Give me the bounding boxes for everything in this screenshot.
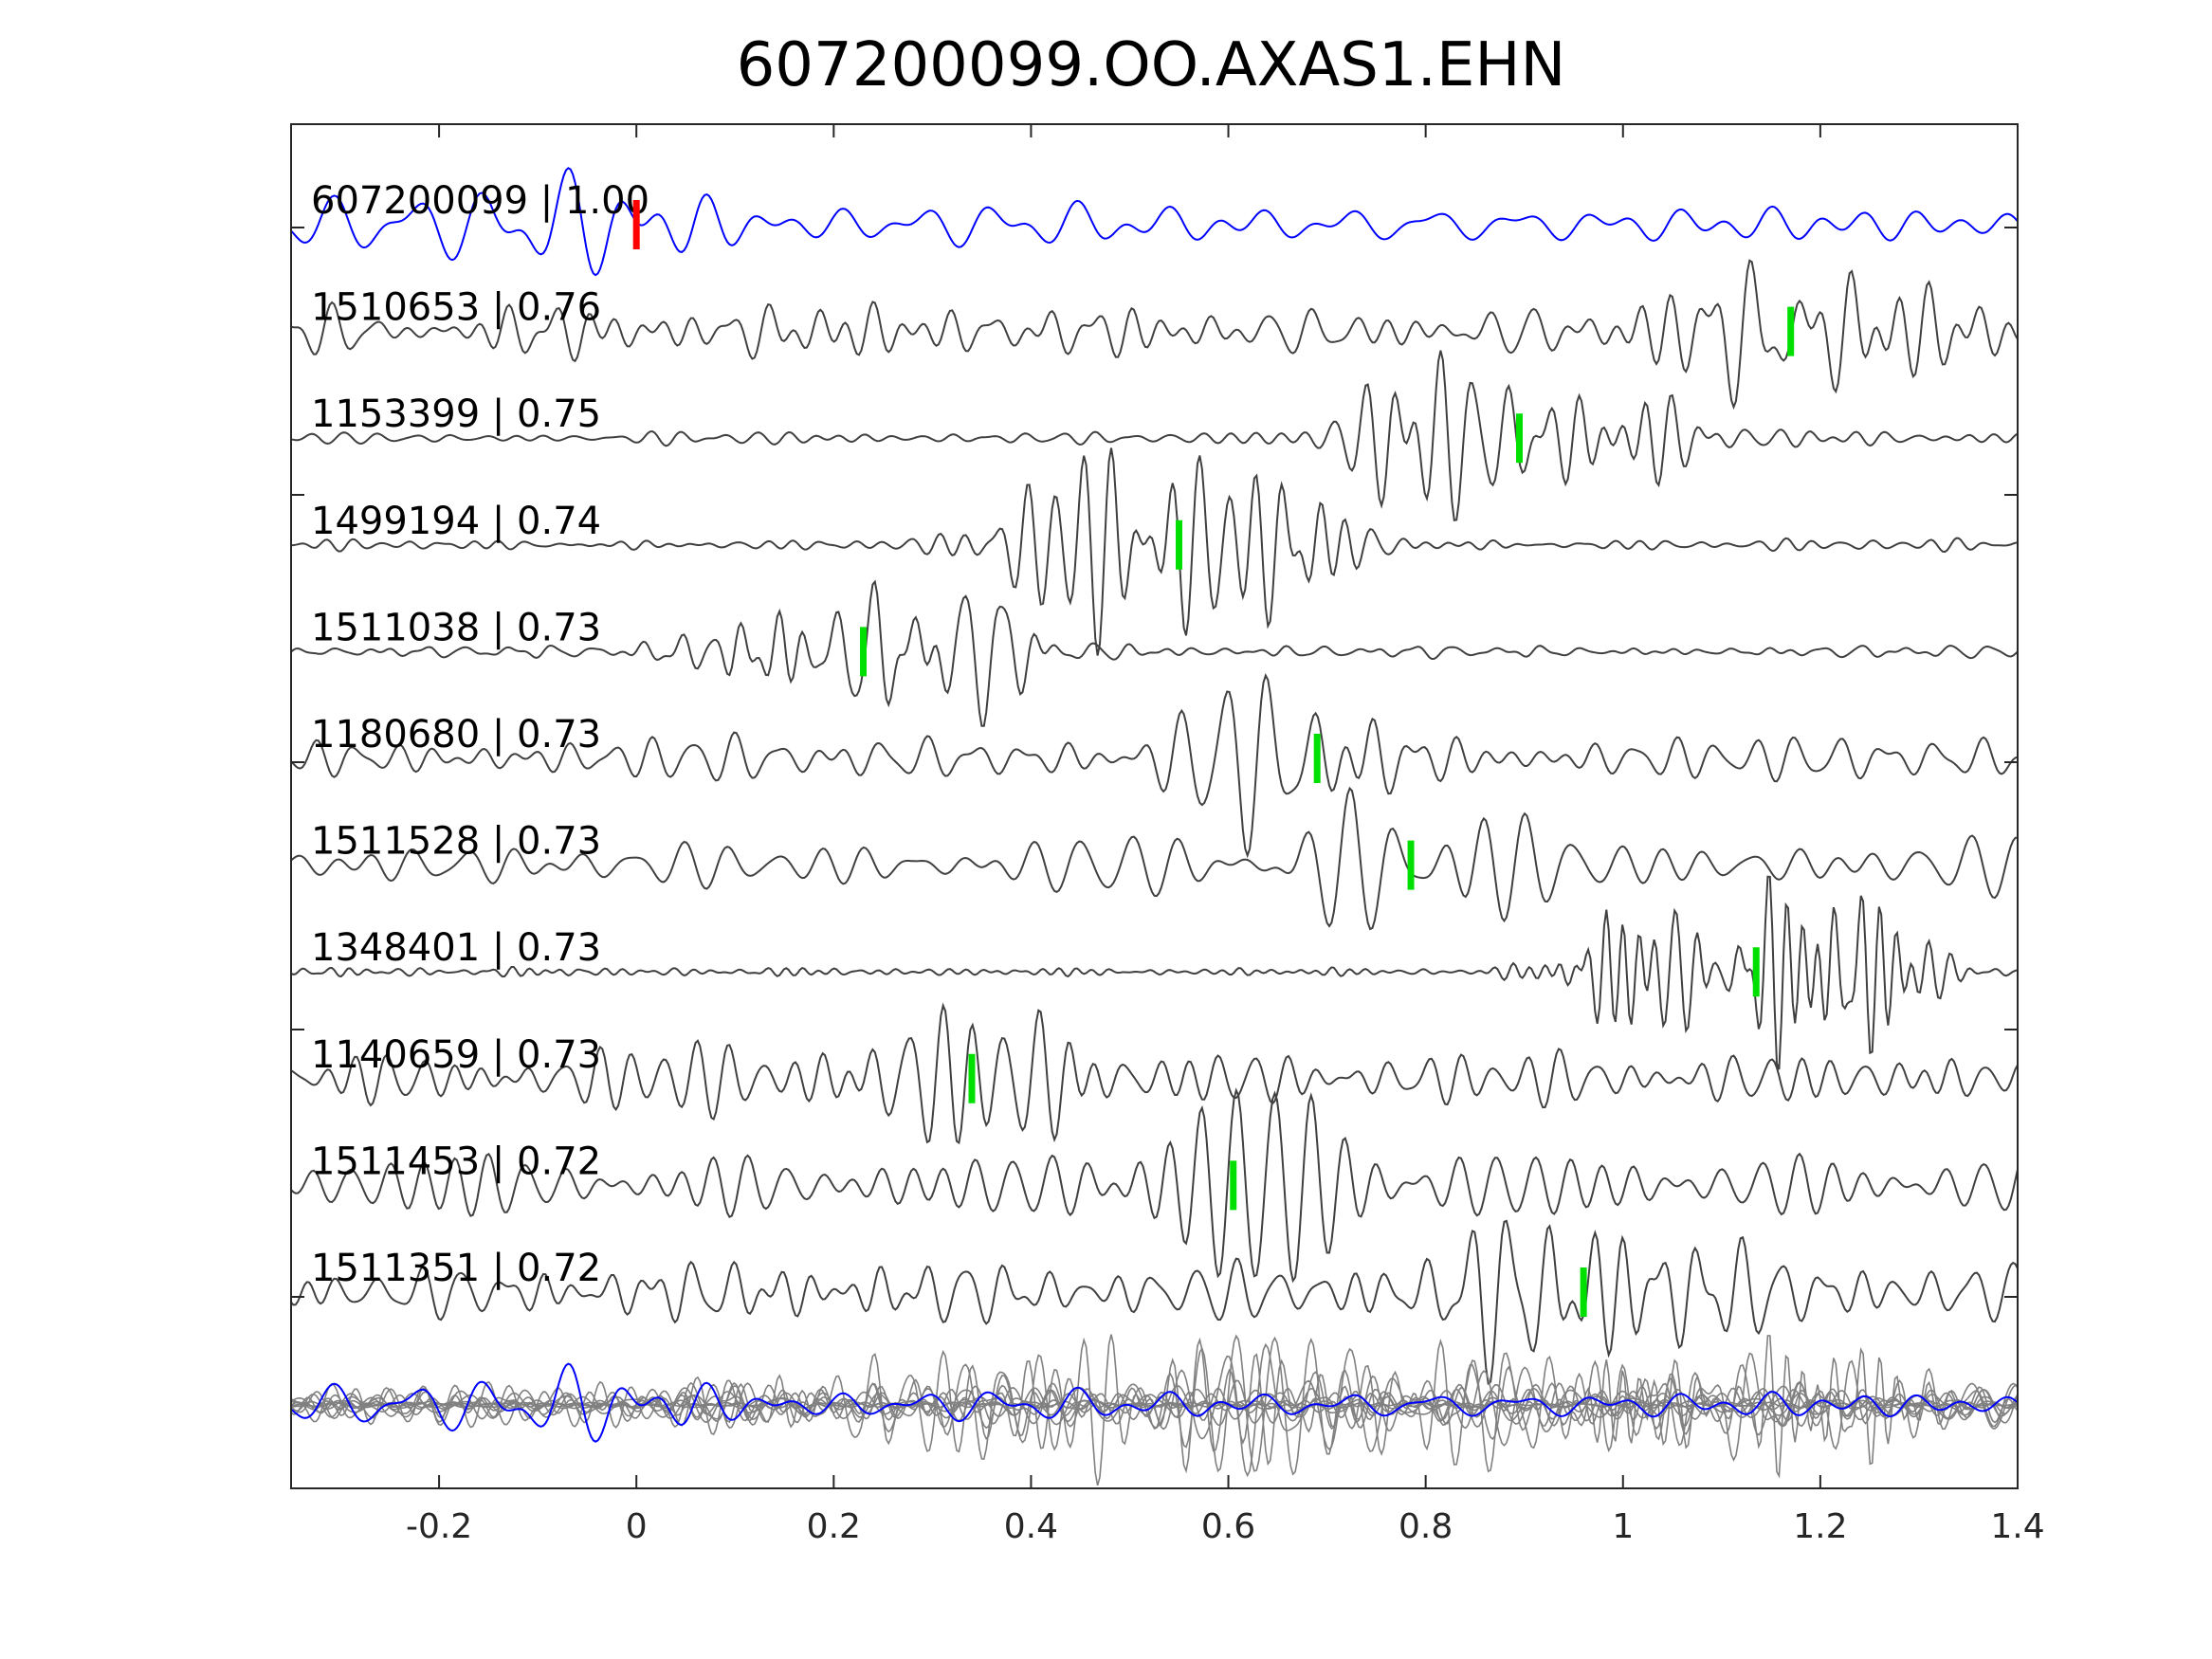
trace-1511038 [290,579,2019,727]
trace-label-1153399: 1153399 | 0.75 [311,392,601,436]
x-tick-label: 0.4 [1004,1507,1058,1546]
chart-title: 607200099.OO.AXAS1.EHN [737,30,1566,100]
trace-label-1348401: 1348401 | 0.73 [311,926,601,970]
trace-607200099 [290,167,2019,277]
pick-markers-layer [632,200,1795,1317]
trace-label-1511453: 1511453 | 0.72 [311,1139,601,1183]
trace-1510653 [290,259,2019,410]
x-tick-label: 0.8 [1398,1507,1453,1546]
trace-1499194 [291,447,2019,656]
trace-1511351 [290,1219,2019,1386]
stack-trace-template [290,1362,2019,1443]
trace-1140659 [290,1002,2019,1145]
stack-trace-1511351 [290,1352,2019,1473]
trace-1511453 [290,1087,2019,1284]
axis-ticks-layer: -0.2 0 0.2 0.4 0.6 0.8 1 1.2 1.4 [291,124,2045,1546]
traces-layer [290,167,2019,1486]
trace-label-1180680: 1180680 | 0.73 [311,713,601,757]
x-tick-label: 1 [1612,1507,1634,1546]
x-tick-label: -0.2 [406,1507,472,1546]
x-tick-label: 0 [626,1507,648,1546]
trace-label-1510653: 1510653 | 0.76 [311,286,601,330]
trace-1511528 [290,786,2019,931]
trace-label-1511528: 1511528 | 0.73 [311,820,601,864]
x-tick-label: 0.2 [807,1507,861,1546]
plot-area-frame [290,123,2019,1489]
trace-labels-layer: 607200099 | 1.00 1510653 | 0.76 1153399 | … [311,179,649,1290]
x-tick-label: 1.2 [1793,1507,1847,1546]
trace-label-1511038: 1511038 | 0.73 [311,606,601,649]
trace-1153399 [290,350,2019,521]
trace-label-1140659: 1140659 | 0.73 [311,1033,601,1077]
stack-trace-1180680 [290,1342,2019,1478]
stack-trace-1511453 [290,1334,2019,1476]
trace-label-1499194: 1499194 | 0.74 [311,500,601,543]
x-tick-label: 1.4 [1990,1507,2044,1546]
x-tick-label: 0.6 [1201,1507,1255,1546]
trace-label-607200099: 607200099 | 1.00 [311,179,649,223]
trace-1348401 [290,875,2019,1070]
trace-1180680 [290,673,2019,859]
trace-label-1511351: 1511351 | 0.72 [311,1247,601,1290]
